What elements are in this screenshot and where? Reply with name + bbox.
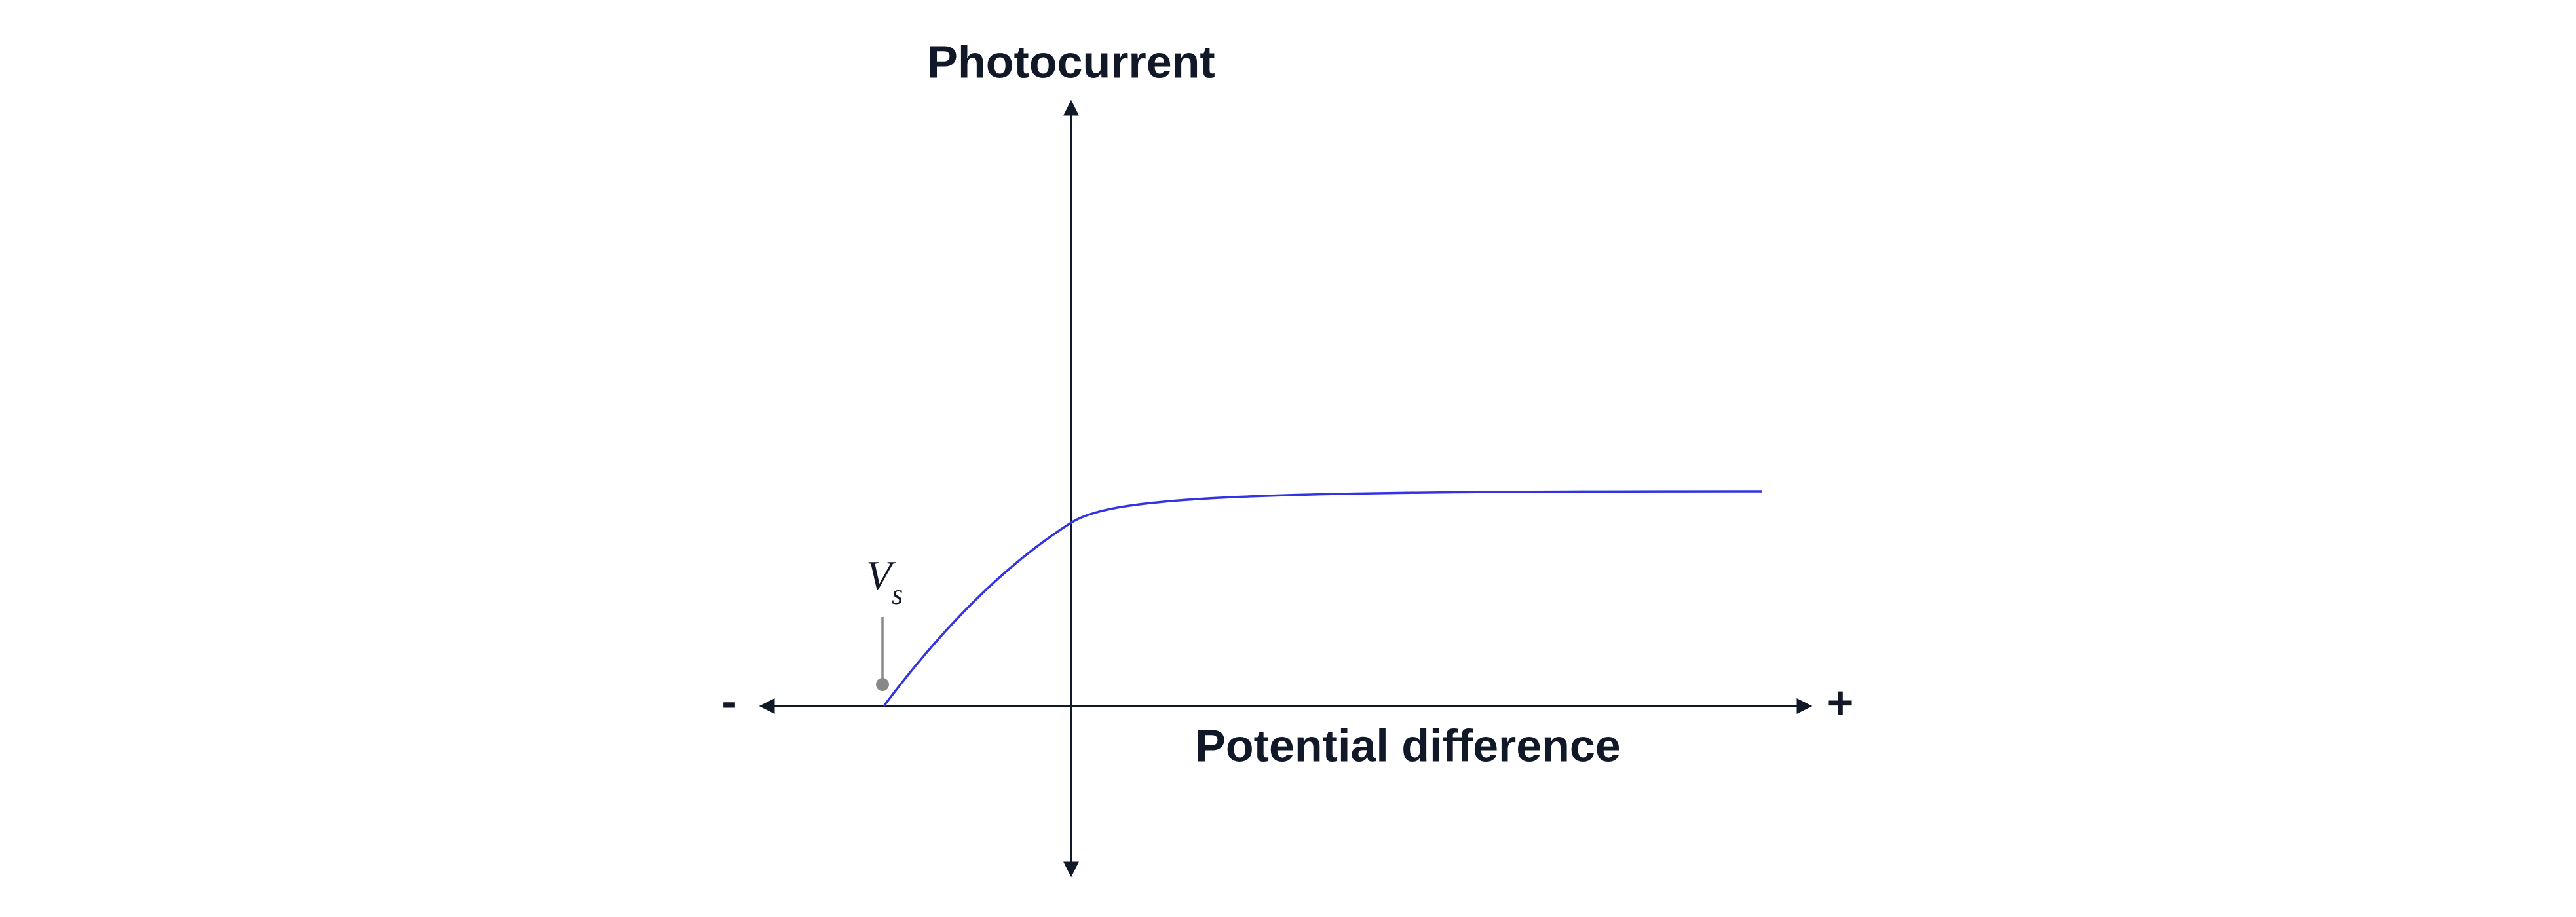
negative-sign: - bbox=[721, 675, 736, 726]
stopping-potential-label: Vs bbox=[866, 552, 903, 610]
x-axis-label: Potential difference bbox=[1195, 720, 1621, 771]
stopping-potential-dot bbox=[876, 678, 889, 691]
symbol: V bbox=[866, 552, 896, 599]
subscript: s bbox=[892, 578, 903, 610]
positive-sign: + bbox=[1827, 677, 1854, 728]
photocurrent-curve bbox=[882, 490, 1762, 707]
y-axis-label: Photocurrent bbox=[927, 36, 1215, 87]
